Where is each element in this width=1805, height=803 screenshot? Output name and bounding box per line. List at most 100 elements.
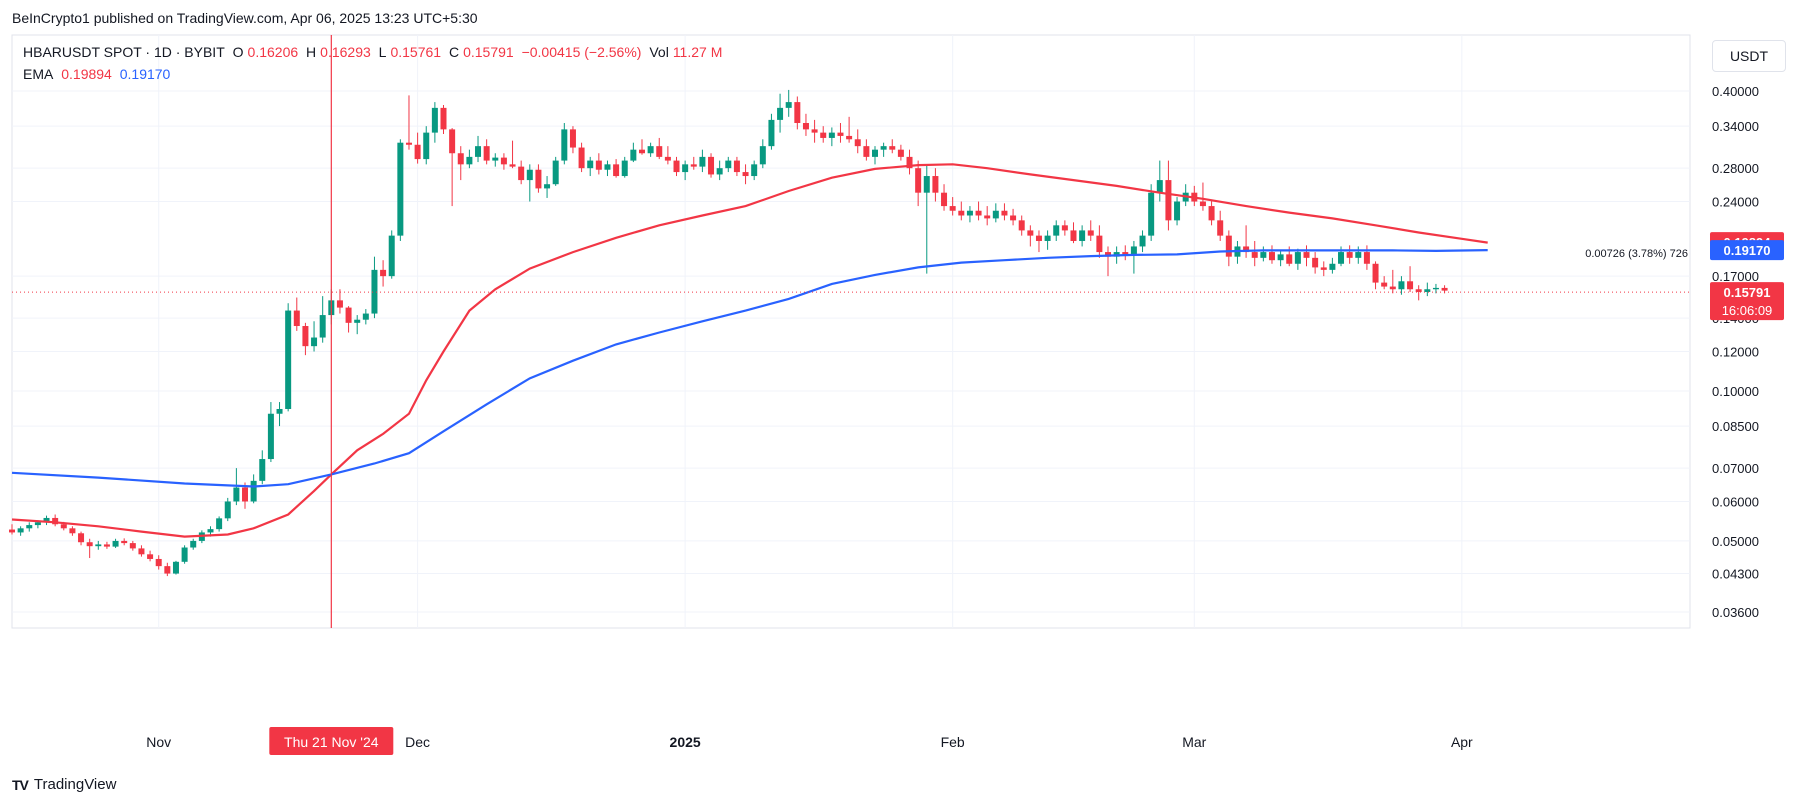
candle-body xyxy=(923,176,930,193)
chart-grid xyxy=(11,34,1691,629)
candle-body xyxy=(880,146,887,150)
candle-body xyxy=(621,160,628,177)
candle-body xyxy=(492,157,499,161)
candle-body xyxy=(449,129,456,154)
close-label: C xyxy=(448,44,460,60)
candle-body xyxy=(181,547,188,562)
candle-body xyxy=(285,310,292,409)
y-tick-label: 0.40000 xyxy=(1712,84,1759,99)
candle-body xyxy=(1018,220,1025,231)
candle-body xyxy=(1199,201,1206,207)
candle-body xyxy=(267,413,274,460)
ema-label: EMA xyxy=(23,66,54,82)
candle-body xyxy=(751,164,758,177)
candle-body xyxy=(276,408,283,414)
candle-body xyxy=(112,540,119,547)
candle-body xyxy=(52,517,59,525)
candle-body xyxy=(1424,289,1431,292)
candle-body xyxy=(897,149,904,157)
ema-legend[interactable]: EMA 0.19894 0.19170 xyxy=(23,66,174,82)
candle-body xyxy=(984,215,991,219)
candle-body xyxy=(224,501,231,519)
candle-body xyxy=(155,558,162,567)
candle-body xyxy=(1329,263,1336,270)
candle-body xyxy=(682,164,689,173)
ema-slow-line xyxy=(11,249,1488,488)
candle-body xyxy=(354,319,361,323)
volume-value: 11.27 M xyxy=(672,44,723,60)
candle-body xyxy=(1225,235,1232,257)
candle-body xyxy=(78,533,85,543)
candle-body xyxy=(1130,246,1137,255)
candle-body xyxy=(975,210,982,216)
y-tick-label: 0.12000 xyxy=(1712,345,1759,360)
candle-body xyxy=(423,132,430,160)
candle-body xyxy=(302,326,309,347)
crosshair-date-label: Thu 21 Nov '24 xyxy=(284,734,379,750)
volume-label: Vol xyxy=(649,44,669,60)
candle-body xyxy=(759,146,766,165)
candle-body xyxy=(1165,180,1172,221)
candle-body xyxy=(103,544,110,547)
candle-body xyxy=(336,300,343,308)
candle-body xyxy=(95,544,102,547)
x-tick-label: Nov xyxy=(146,734,171,750)
candle-body xyxy=(664,156,671,161)
y-tick-label: 0.05000 xyxy=(1712,534,1759,549)
candle-body xyxy=(941,192,948,207)
candle-body xyxy=(1001,210,1008,216)
candle-body xyxy=(1312,257,1319,268)
candle-body xyxy=(992,210,999,219)
publisher-line: BeInCrypto1 published on TradingView.com… xyxy=(12,10,478,26)
candle-body xyxy=(1079,230,1086,241)
candle-body xyxy=(1243,246,1250,253)
candle-body xyxy=(742,172,749,177)
price-axis: 0.03600 0.04300 0.05000 0.06000 0.07000 0.085… xyxy=(1710,84,1784,620)
candle-body xyxy=(768,119,775,147)
x-tick-label: Apr xyxy=(1451,734,1473,750)
candle-body xyxy=(1320,267,1327,270)
candle-body xyxy=(242,487,249,502)
candle-body xyxy=(190,540,197,548)
candle-body xyxy=(362,313,369,320)
candle-body xyxy=(380,269,387,277)
candle-body xyxy=(371,269,378,314)
candle-body xyxy=(1303,252,1310,258)
candle-body xyxy=(1268,252,1275,261)
candle-body xyxy=(1346,252,1353,258)
candle-body xyxy=(129,543,136,549)
candle-body xyxy=(552,160,559,185)
candle-body xyxy=(638,149,645,154)
candle-body xyxy=(43,517,50,523)
candle-body xyxy=(138,548,145,555)
candle-body xyxy=(414,144,421,160)
candle-body xyxy=(1415,289,1422,292)
change-value: −0.00415 (−2.56%) xyxy=(521,44,642,60)
candle-body xyxy=(915,168,922,193)
ohlc-legend: HBARUSDT SPOT · 1D · BYBIT O 0.16206 H 0.1… xyxy=(23,44,726,60)
candle-body xyxy=(121,540,128,544)
candle-body xyxy=(708,156,715,175)
candle-body xyxy=(535,169,542,189)
candle-body xyxy=(872,149,878,157)
candle-body xyxy=(578,147,585,169)
candle-body xyxy=(1217,220,1224,236)
candle-body xyxy=(466,156,473,165)
ema-lines xyxy=(11,163,1488,538)
currency-unit-button[interactable]: USDT xyxy=(1712,40,1786,72)
y-tick-label: 0.08500 xyxy=(1712,419,1759,434)
tradingview-logo-icon: TV xyxy=(12,776,29,793)
candle-body xyxy=(17,528,24,533)
candle-body xyxy=(699,156,706,167)
candle-body xyxy=(1035,235,1042,241)
candle-body xyxy=(440,107,447,130)
open-label: O xyxy=(232,44,244,60)
tradingview-brand[interactable]: TV TradingView xyxy=(12,776,116,793)
candle-body xyxy=(147,554,154,559)
candle-body xyxy=(785,102,792,108)
low-value: 0.15761 xyxy=(390,44,442,60)
candle-body xyxy=(1251,252,1258,258)
candle-body xyxy=(863,146,870,157)
candle-body xyxy=(1053,225,1060,236)
